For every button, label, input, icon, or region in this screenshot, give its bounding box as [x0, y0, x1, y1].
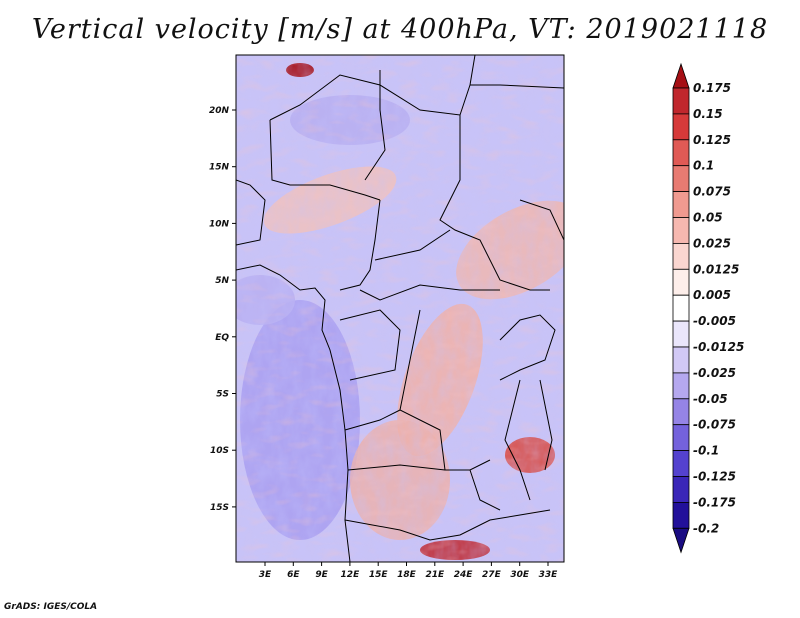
colorbar-label: -0.175 [693, 495, 736, 509]
colorbar-segment [672, 268, 690, 296]
colorbar-segment [672, 191, 690, 218]
lon-tick-label: 12E [341, 570, 361, 580]
lat-tick-label: 10N [209, 219, 230, 229]
lat-tick-label: 20N [209, 106, 230, 116]
colorbar-segment [672, 372, 690, 400]
lon-tick-label: 6E [287, 570, 300, 580]
colorbar: 0.175 0.15 0.125 0.1 0.075 0.05 0.025 0.0125 0.0… [672, 62, 744, 554]
colorbar-label: -0.025 [693, 366, 736, 380]
country-borders [236, 55, 564, 562]
lat-tick-label: 15S [210, 503, 229, 513]
colorbar-label: 0.005 [693, 288, 731, 302]
colorbar-segment [672, 217, 690, 244]
lat-tick-label: 5N [215, 276, 229, 286]
colorbar-label: -0.2 [693, 521, 719, 535]
colorbar-segment [672, 139, 690, 167]
lon-tick-label: 33E [539, 570, 559, 580]
velocity-field [236, 55, 564, 562]
colorbar-label: 0.125 [693, 133, 731, 147]
lon-tick-label: 15E [369, 570, 389, 580]
lat-tick-label: 10S [210, 446, 229, 456]
lon-tick-label: 9E [315, 570, 328, 580]
colorbar-segment [672, 320, 690, 348]
lat-tick-label: 15N [209, 163, 230, 173]
latitude-axis: 20N 15N 10N 5N EQ 5S 10S 15S [209, 106, 236, 513]
credit-label: GrADS: IGES/COLA [4, 602, 98, 612]
colorbar-segment [672, 450, 690, 477]
colorbar-segment [672, 242, 690, 270]
lat-tick-label: 5S [216, 390, 229, 400]
colorbar-segment [672, 165, 690, 192]
colorbar-label: -0.0125 [693, 340, 744, 354]
lon-tick-label: 18E [397, 570, 417, 580]
colorbar-label: -0.005 [693, 314, 736, 328]
lon-tick-label: 3E [259, 570, 272, 580]
colorbar-label: 0.05 [693, 211, 723, 225]
colorbar-label: -0.05 [693, 392, 728, 406]
colorbar-label: 0.0125 [693, 262, 739, 276]
colorbar-segment [672, 294, 690, 322]
chart-title: Vertical velocity [m/s] at 400hPa, VT: 2… [31, 14, 769, 45]
lon-tick-label: 30E [510, 570, 530, 580]
colorbar-arrow-top [672, 62, 690, 89]
colorbar-segment [672, 346, 690, 374]
map-frame [235, 54, 565, 563]
colorbar-label: 0.025 [693, 236, 731, 250]
colorbar-arrow-bottom [672, 527, 690, 554]
colorbar-segment [672, 501, 690, 529]
lon-tick-label: 21E [425, 570, 445, 580]
colorbar-segment [672, 87, 690, 115]
colorbar-segment [672, 424, 690, 452]
colorbar-label: -0.125 [693, 470, 736, 484]
colorbar-label: 0.1 [693, 159, 714, 173]
colorbar-label: -0.075 [693, 418, 736, 432]
colorbar-label: 0.15 [693, 107, 723, 121]
lon-tick-label: 27E [482, 570, 502, 580]
lon-tick-label: 24E [454, 570, 474, 580]
colorbar-label: 0.175 [693, 81, 731, 95]
lat-tick-label: EQ [215, 333, 229, 343]
colorbar-segment [672, 476, 690, 503]
longitude-axis: 3E 6E 9E 12E 15E 18E 21E 24E 27E 30E 33E [259, 562, 558, 580]
colorbar-segment [672, 398, 690, 426]
colorbar-label: 0.075 [693, 185, 731, 199]
colorbar-label: -0.1 [693, 444, 719, 458]
colorbar-segment [672, 113, 690, 141]
